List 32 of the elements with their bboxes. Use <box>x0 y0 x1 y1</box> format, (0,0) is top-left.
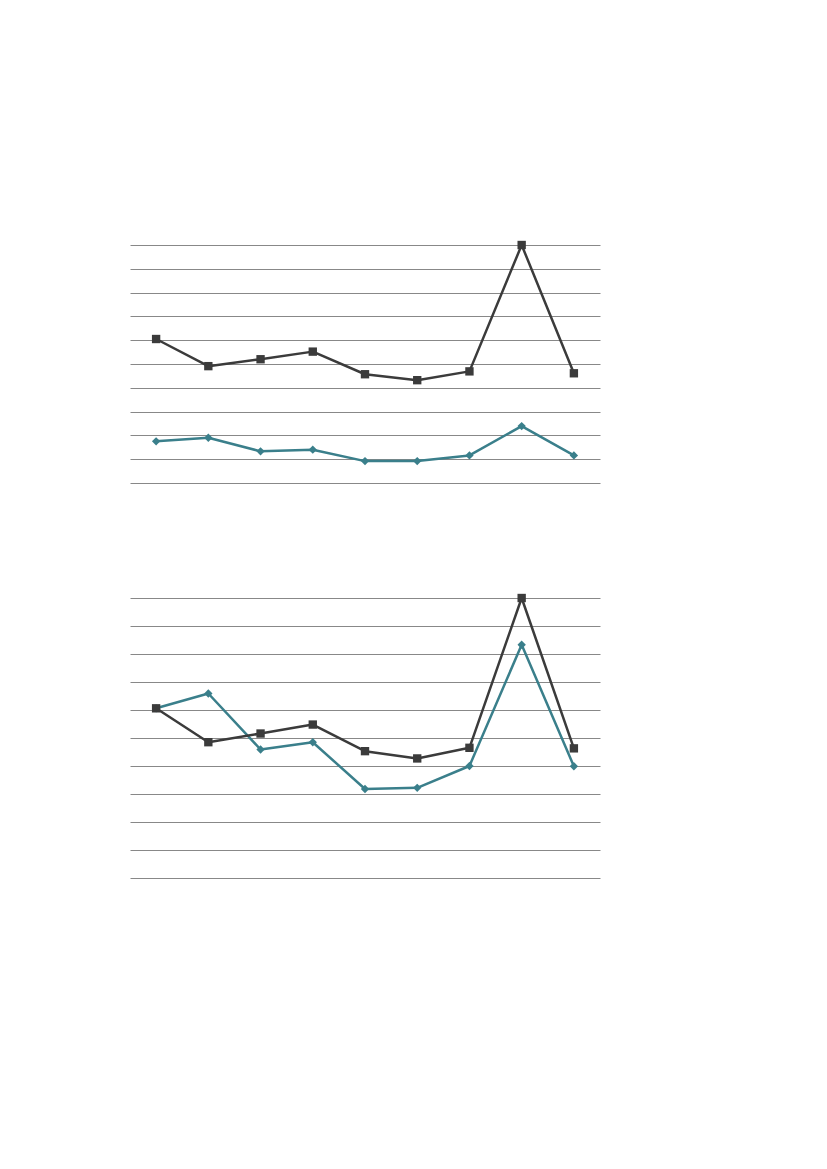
point <box>517 640 526 649</box>
point <box>151 437 161 446</box>
point <box>360 746 370 756</box>
point <box>413 376 422 385</box>
point <box>256 355 265 364</box>
point <box>308 720 317 729</box>
point <box>517 421 526 431</box>
point <box>308 445 317 454</box>
point <box>569 451 579 460</box>
point <box>413 783 422 793</box>
point <box>256 729 265 738</box>
point <box>465 451 474 460</box>
point <box>204 689 213 698</box>
point <box>413 754 422 763</box>
point <box>465 743 474 752</box>
point <box>151 334 161 344</box>
point <box>465 761 474 771</box>
point <box>204 738 213 747</box>
point <box>308 738 317 747</box>
point <box>465 367 474 376</box>
point <box>569 762 579 771</box>
point <box>517 593 526 603</box>
point <box>204 433 213 442</box>
point <box>256 745 265 754</box>
point <box>256 447 265 456</box>
point <box>308 347 317 356</box>
point <box>360 370 370 379</box>
point <box>204 361 213 371</box>
point <box>569 369 579 378</box>
point <box>517 240 526 250</box>
point <box>569 744 579 753</box>
point <box>413 456 422 466</box>
